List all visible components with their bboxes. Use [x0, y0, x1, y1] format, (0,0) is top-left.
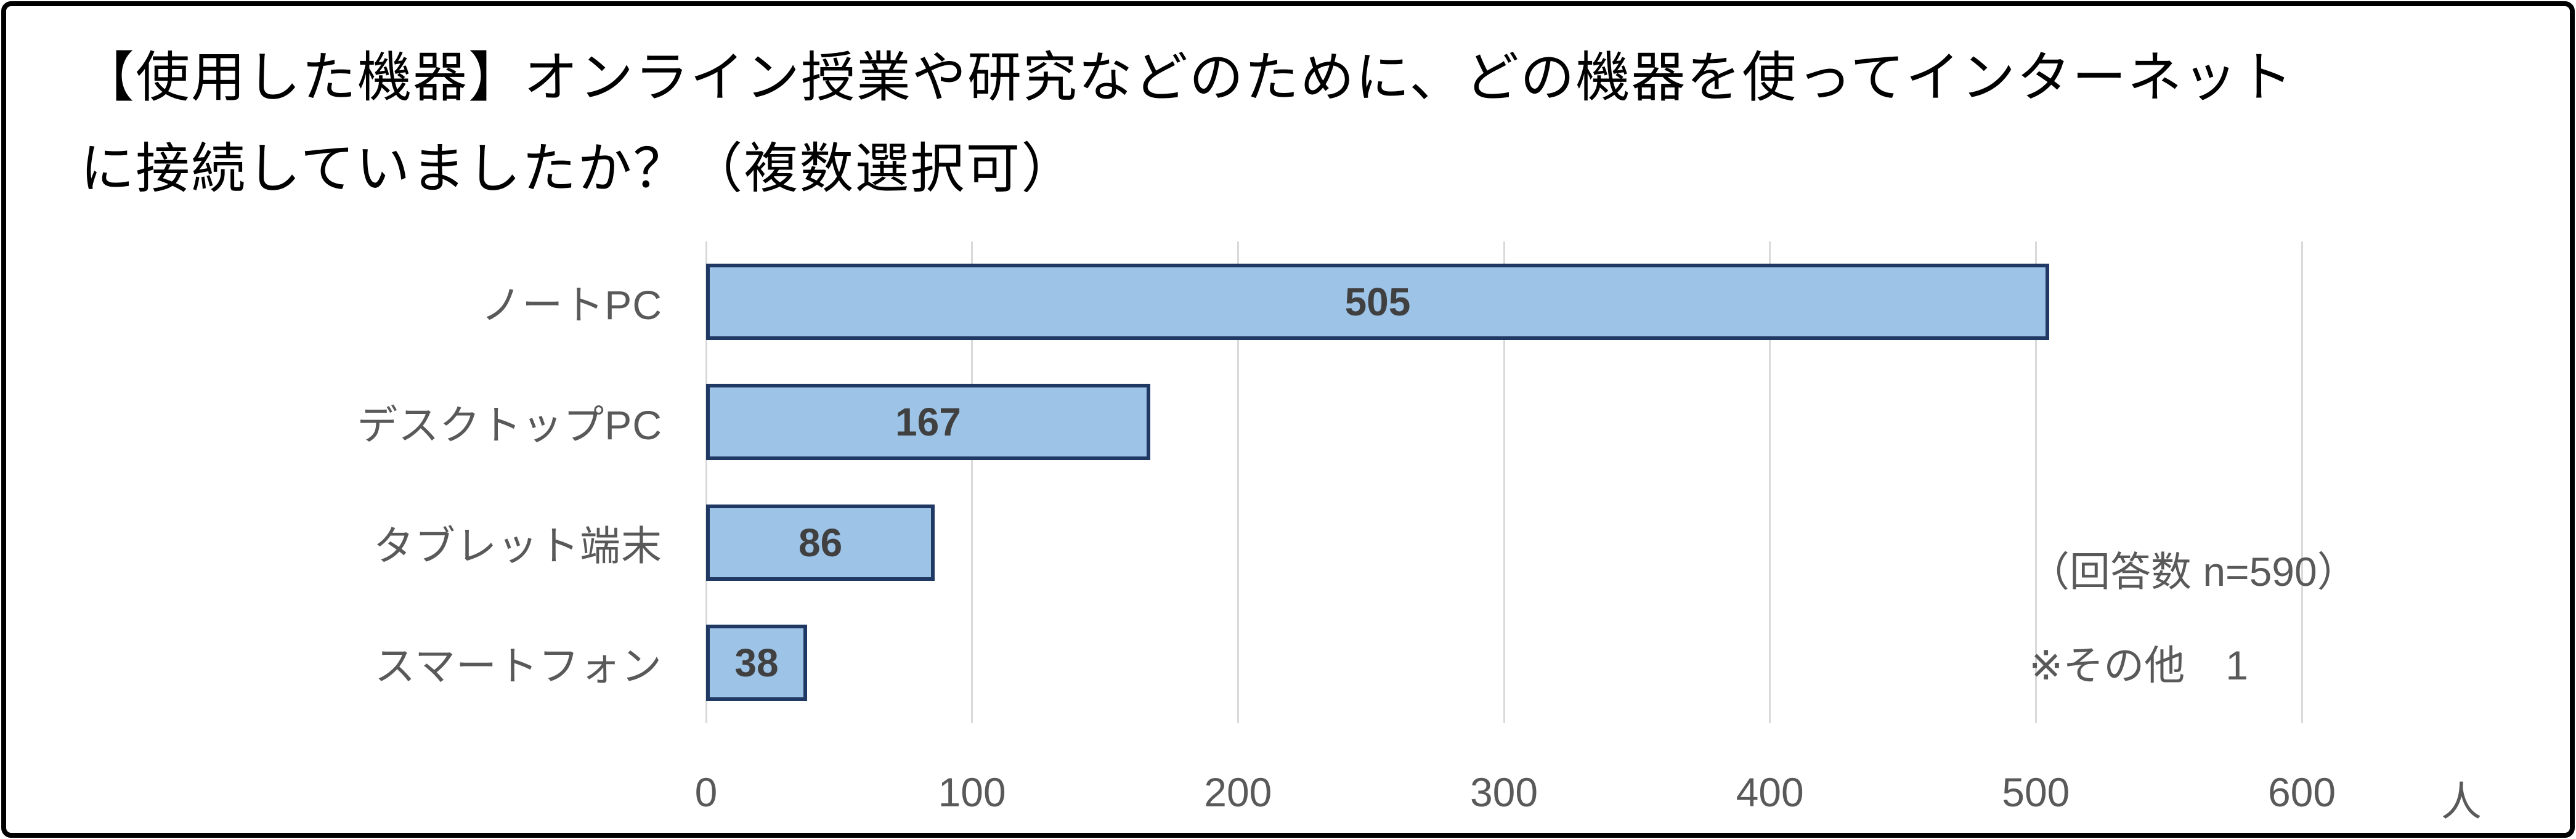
- gridline-200: [1237, 241, 1239, 723]
- annotation-respondent-count: （回答数 n=590）: [2029, 549, 2358, 594]
- bar-value-label-tablet: 86: [798, 520, 843, 565]
- bar-desktop-pc: 167: [706, 384, 1150, 461]
- x-tick-label-500: 500: [2002, 769, 2070, 815]
- x-tick-label-400: 400: [1736, 769, 1804, 815]
- bar-smartphone: 38: [706, 625, 808, 702]
- x-tick-label-600: 600: [2267, 769, 2336, 815]
- annotation-block: （回答数 n=590） ※その他 1: [2029, 547, 2358, 690]
- category-label-desktop-pc: デスクトップPC: [357, 402, 662, 448]
- bar-note-pc: 505: [706, 263, 2049, 340]
- category-label-smartphone: スマートフォン: [374, 643, 662, 689]
- chart-title: 【使用した機器】オンライン授業や研究などのために、どの機器を使ってインターネット…: [80, 33, 2514, 216]
- bar-value-label-note-pc: 505: [1344, 279, 1411, 324]
- gridline-400: [1769, 241, 1771, 723]
- bar-value-label-smartphone: 38: [734, 641, 779, 686]
- plot-area: 505 167 86 38: [705, 241, 2303, 723]
- x-axis-tick-labels: 0 100 200 300 400 500 600: [695, 769, 2336, 824]
- category-axis-labels: ノートPC デスクトップPC タブレット端末 スマートフォン: [68, 241, 662, 723]
- gridline-100: [971, 241, 973, 723]
- x-tick-label-300: 300: [1469, 769, 1538, 815]
- x-tick-label-100: 100: [938, 769, 1006, 815]
- bar-tablet: 86: [706, 504, 935, 581]
- gridline-500: [2034, 241, 2037, 723]
- gridline-600: [2301, 241, 2303, 723]
- bar-value-label-desktop-pc: 167: [895, 400, 961, 445]
- gridline-300: [1503, 241, 1505, 723]
- x-tick-label-0: 0: [694, 769, 718, 815]
- gridline-0: [705, 241, 707, 723]
- x-tick-label-200: 200: [1204, 769, 1272, 815]
- category-label-tablet: タブレット端末: [373, 522, 662, 569]
- annotation-other-note: ※その他 1: [2029, 642, 2249, 688]
- x-axis-unit-label: 人: [2441, 779, 2482, 824]
- chart-title-line-2: に接続していましたか？（複数選択可）: [80, 140, 1077, 200]
- category-label-note-pc: ノートPC: [481, 282, 662, 328]
- chart-title-line-1: 【使用した機器】オンライン授業や研究などのために、どの機器を使ってインターネット: [80, 49, 2294, 108]
